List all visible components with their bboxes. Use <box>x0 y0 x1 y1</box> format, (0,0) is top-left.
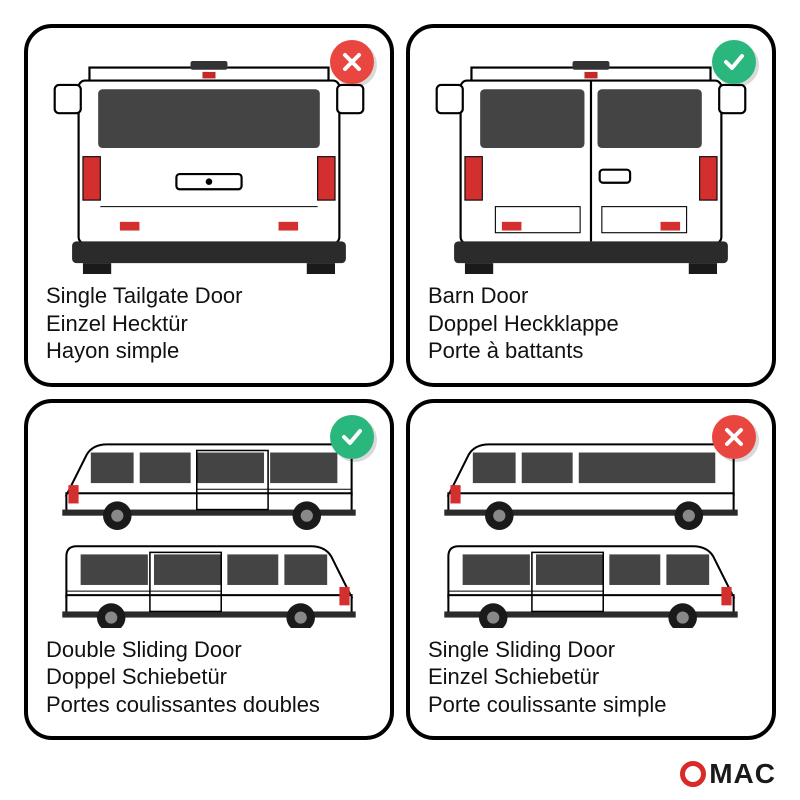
panel-labels: Double Sliding Door Doppel Schiebetür Po… <box>46 636 372 719</box>
compatible-badge <box>712 40 756 84</box>
panel-labels: Single Tailgate Door Einzel Hecktür Hayo… <box>46 282 372 365</box>
compatibility-grid: Single Tailgate Door Einzel Hecktür Hayo… <box>0 0 800 800</box>
panel-labels: Barn Door Doppel Heckklappe Porte à batt… <box>428 282 754 365</box>
panel-single-tailgate: Single Tailgate Door Einzel Hecktür Hayo… <box>24 24 394 387</box>
van-side-single-sliding-illustration <box>428 417 754 630</box>
van-side-double-sliding-illustration <box>46 417 372 630</box>
check-icon <box>340 425 364 449</box>
panel-single-sliding: Single Sliding Door Einzel Schiebetür Po… <box>406 399 776 740</box>
brand-ring-icon <box>680 761 706 787</box>
cross-icon <box>722 425 746 449</box>
incompatible-badge <box>330 40 374 84</box>
label-de: Doppel Schiebetür <box>46 663 372 691</box>
label-en: Barn Door <box>428 282 754 310</box>
brand-text: MAC <box>709 758 776 790</box>
label-de: Doppel Heckklappe <box>428 310 754 338</box>
panel-barn-door: Barn Door Doppel Heckklappe Porte à batt… <box>406 24 776 387</box>
label-en: Single Tailgate Door <box>46 282 372 310</box>
check-icon <box>722 50 746 74</box>
label-en: Double Sliding Door <box>46 636 372 664</box>
panel-labels: Single Sliding Door Einzel Schiebetür Po… <box>428 636 754 719</box>
label-de: Einzel Hecktür <box>46 310 372 338</box>
label-fr: Porte à battants <box>428 337 754 365</box>
compatible-badge <box>330 415 374 459</box>
label-fr: Porte coulissante simple <box>428 691 754 719</box>
van-rear-tailgate-illustration <box>46 42 372 276</box>
label-en: Single Sliding Door <box>428 636 754 664</box>
van-rear-barn-illustration <box>428 42 754 276</box>
brand-logo: MAC <box>680 758 776 790</box>
cross-icon <box>340 50 364 74</box>
panel-double-sliding: Double Sliding Door Doppel Schiebetür Po… <box>24 399 394 740</box>
label-fr: Portes coulissantes doubles <box>46 691 372 719</box>
label-de: Einzel Schiebetür <box>428 663 754 691</box>
incompatible-badge <box>712 415 756 459</box>
label-fr: Hayon simple <box>46 337 372 365</box>
